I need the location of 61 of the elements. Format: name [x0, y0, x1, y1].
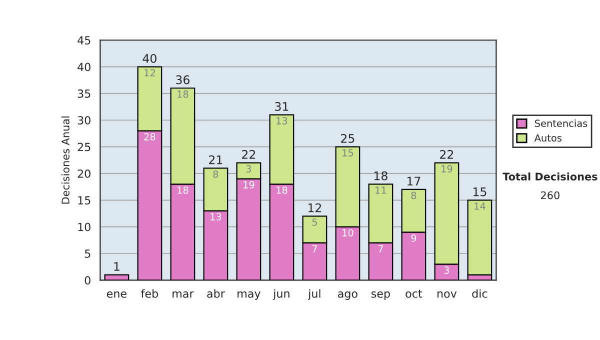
- data-label: 7: [312, 245, 317, 252]
- data-label: 3: [444, 266, 450, 274]
- x-tick-label: abr: [207, 289, 225, 298]
- x-tick-label: may: [238, 291, 260, 300]
- data-label: 3: [246, 165, 252, 172]
- x-tick-label: ago: [338, 291, 358, 300]
- total-label: 12: [308, 203, 322, 212]
- total-label: 25: [341, 134, 354, 143]
- y-tick-label: 0: [84, 276, 90, 285]
- data-label: 11: [376, 186, 386, 194]
- data-label: 14: [474, 202, 486, 210]
- legend-label: Sentencias: [534, 119, 588, 128]
- data-label: 28: [144, 133, 156, 140]
- y-tick-label: 45: [78, 36, 90, 44]
- data-label: 13: [210, 213, 222, 220]
- total-label: 15: [473, 187, 486, 196]
- y-tick-label: 15: [78, 196, 90, 205]
- y-tick-label: 5: [84, 250, 90, 258]
- y-tick-label: 40: [78, 62, 90, 72]
- total-label: 17: [407, 176, 420, 186]
- y-tick-label: 30: [78, 116, 90, 125]
- total-label: 21: [209, 155, 222, 164]
- total-label: 22: [440, 150, 454, 159]
- x-tick-label: sep: [371, 291, 390, 300]
- data-label: 8: [411, 192, 416, 200]
- x-tick-label: jun: [272, 289, 290, 300]
- x-tick-label: ene: [106, 291, 126, 298]
- data-label: 12: [144, 69, 155, 76]
- text: Total Decisiones: [502, 172, 598, 180]
- data-label: 18: [276, 186, 288, 194]
- x-tick-label: nov: [438, 291, 457, 298]
- total-label: 18: [374, 171, 388, 180]
- y-axis-title: Decisiones Anual: [61, 116, 70, 204]
- total-label: 22: [242, 150, 256, 159]
- bar: [104, 274, 130, 280]
- data-label: 5: [312, 218, 317, 226]
- data-label: 19: [244, 181, 254, 188]
- total-label: 36: [176, 75, 190, 84]
- data-label: 10: [342, 229, 354, 236]
- total-label: 40: [142, 54, 156, 63]
- x-tick-label: mar: [172, 291, 194, 298]
- legend-label: Autos: [534, 134, 562, 142]
- total-label: 1: [114, 262, 120, 271]
- data-label: 18: [178, 186, 188, 194]
- y-tick-label: 10: [78, 222, 90, 232]
- y-tick-label: 35: [78, 89, 90, 98]
- data-label: 13: [276, 117, 288, 124]
- total-label: 31: [275, 102, 288, 111]
- data-label: 8: [213, 170, 218, 178]
- data-label: 19: [442, 165, 452, 172]
- y-tick-label: 20: [78, 169, 90, 178]
- data-label: 15: [342, 149, 354, 156]
- data-label: 18: [178, 90, 188, 98]
- data-label: 7: [378, 245, 383, 252]
- text: 260: [541, 191, 560, 200]
- x-tick-label: oct: [406, 290, 422, 298]
- data-label: 9: [411, 234, 416, 242]
- x-tick-label: jul: [308, 289, 320, 300]
- x-tick-label: feb: [141, 289, 158, 298]
- y-tick-label: 25: [78, 142, 90, 152]
- x-tick-label: dic: [472, 289, 488, 298]
